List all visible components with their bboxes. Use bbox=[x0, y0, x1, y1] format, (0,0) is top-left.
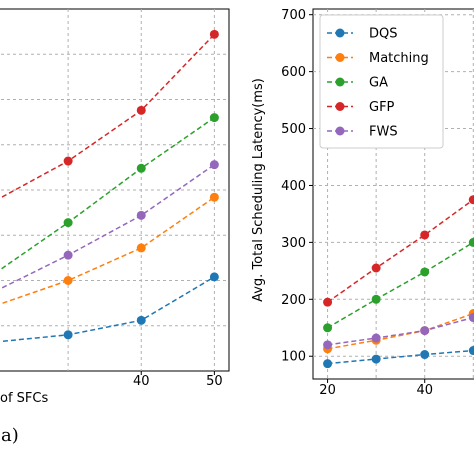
legend-marker-matching bbox=[335, 53, 345, 62]
right-y-tick-label: 100 bbox=[281, 350, 306, 365]
legend: DQS Matching GA GFP FWS bbox=[319, 14, 444, 149]
legend-marker-dqs bbox=[335, 28, 345, 38]
right-series-line-dqs bbox=[327, 349, 474, 365]
left-series-line-4 bbox=[0, 164, 215, 290]
right-y-tick-label: 700 bbox=[281, 8, 306, 23]
right-y-axis-label: Avg. Total Scheduling Latency(ms) bbox=[251, 78, 266, 302]
left-data-point bbox=[136, 210, 146, 220]
right-y-tick-label: 400 bbox=[281, 179, 306, 194]
right-x-tick-label: 40 bbox=[416, 383, 433, 398]
right-y-tick-label: 600 bbox=[281, 65, 306, 80]
left-x-tick-labels: 04050 bbox=[133, 371, 223, 389]
left-data-point bbox=[63, 218, 73, 228]
right-data-point bbox=[371, 294, 381, 304]
right-x-tick-labels: 20 40 bbox=[319, 379, 433, 398]
right-series-group bbox=[323, 195, 474, 369]
right-series-line-matching bbox=[327, 312, 474, 350]
left-data-point bbox=[136, 105, 146, 115]
right-y-tick-labels: 100 200 300 400 500 600 700 bbox=[281, 8, 313, 365]
left-series-line-2 bbox=[0, 116, 215, 271]
right-y-tick-label: 200 bbox=[281, 293, 306, 308]
right-data-point bbox=[323, 359, 333, 369]
right-series-line-fws bbox=[327, 316, 474, 346]
right-x-tick-label: 20 bbox=[319, 383, 336, 398]
right-data-point bbox=[420, 230, 430, 240]
legend-label-ga: GA bbox=[369, 76, 388, 91]
right-data-point bbox=[420, 267, 430, 277]
legend-box bbox=[319, 14, 444, 149]
legend-label-gfp: GFP bbox=[369, 100, 395, 115]
left-data-point bbox=[63, 276, 73, 285]
legend-items: DQS Matching GA GFP FWS bbox=[327, 27, 429, 140]
left-series-line-3 bbox=[0, 33, 215, 199]
right-data-point bbox=[323, 297, 333, 307]
left-data-point bbox=[209, 113, 219, 123]
left-data-point bbox=[209, 29, 219, 39]
right-data-point bbox=[468, 313, 474, 323]
left-data-point bbox=[136, 315, 146, 325]
left-panel-label: (a) bbox=[0, 425, 19, 446]
left-chart-panel: 04050 of SFCs (a) bbox=[0, 8, 230, 446]
right-data-point bbox=[371, 263, 381, 273]
left-data-point bbox=[63, 250, 73, 260]
right-series-line-ga bbox=[327, 241, 474, 329]
left-data-point bbox=[209, 272, 219, 282]
right-data-point bbox=[468, 346, 474, 356]
left-data-point bbox=[209, 192, 219, 202]
left-data-point bbox=[136, 243, 146, 253]
right-data-point bbox=[468, 237, 474, 247]
right-y-tick-label: 300 bbox=[281, 236, 306, 251]
right-y-tick-label: 500 bbox=[281, 122, 306, 137]
left-grid bbox=[0, 9, 229, 371]
right-data-point bbox=[420, 326, 430, 336]
legend-marker-gfp bbox=[335, 102, 345, 111]
left-data-point bbox=[63, 156, 73, 166]
right-data-point bbox=[468, 195, 474, 205]
left-series-line-0 bbox=[0, 276, 215, 343]
legend-label-fws: FWS bbox=[369, 125, 398, 140]
right-data-point bbox=[323, 340, 333, 350]
left-data-point bbox=[209, 160, 219, 170]
right-series-line-gfp bbox=[327, 199, 474, 303]
left-data-point bbox=[136, 163, 146, 173]
right-data-point bbox=[371, 333, 381, 343]
left-x-tick-label: 50 bbox=[206, 374, 223, 389]
left-series-line-1 bbox=[0, 196, 215, 305]
legend-label-dqs: DQS bbox=[369, 27, 398, 42]
left-x-axis-label: of SFCs bbox=[0, 391, 48, 406]
left-series-group bbox=[0, 29, 219, 343]
right-data-point bbox=[371, 354, 381, 364]
legend-marker-ga bbox=[335, 77, 345, 87]
legend-label-matching: Matching bbox=[369, 51, 429, 66]
left-x-tick-label: 40 bbox=[133, 374, 150, 389]
legend-marker-fws bbox=[335, 126, 345, 136]
right-data-point bbox=[420, 350, 430, 360]
left-data-point bbox=[63, 330, 73, 340]
right-data-point bbox=[323, 323, 333, 333]
